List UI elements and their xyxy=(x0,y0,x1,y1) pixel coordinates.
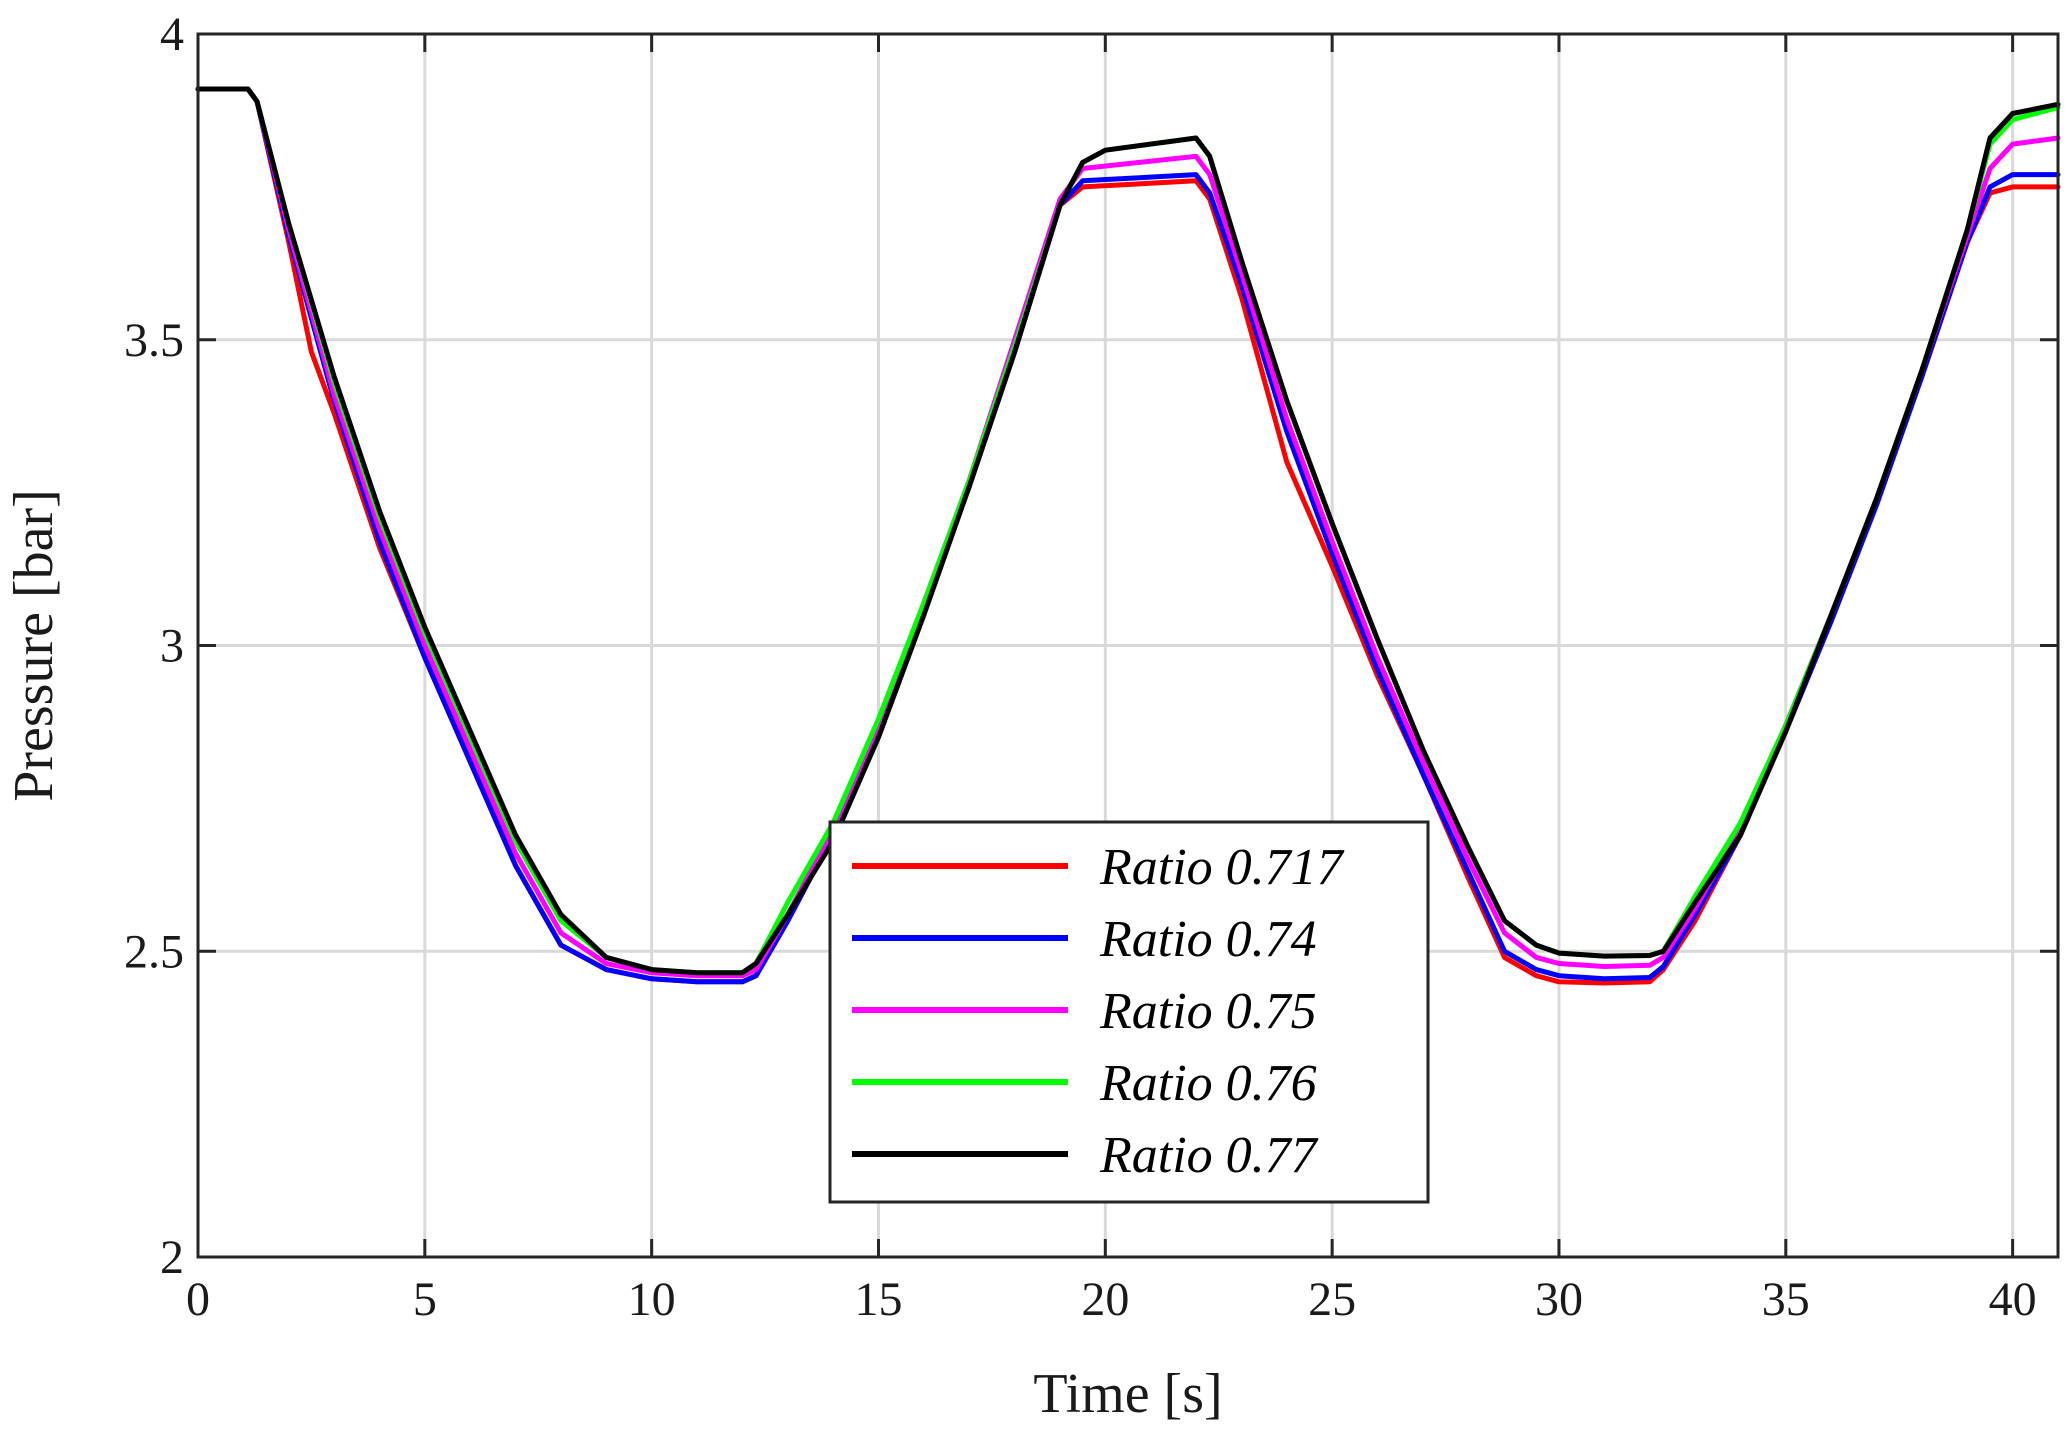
y-tick-label: 2.5 xyxy=(124,925,184,978)
y-tick-label: 4 xyxy=(160,8,184,61)
legend: Ratio 0.717 Ratio 0.74 Ratio 0.75 Ratio 0.7… xyxy=(828,820,1430,1204)
x-tick-label: 30 xyxy=(1535,1273,1583,1326)
series-line xyxy=(195,86,2061,976)
legend-label: Ratio 0.74 xyxy=(1099,911,1317,968)
x-tick-label: 15 xyxy=(854,1273,902,1326)
x-tick-label: 5 xyxy=(413,1273,437,1326)
y-tick-label: 3.5 xyxy=(124,314,184,367)
legend-label: Ratio 0.77 xyxy=(1099,1127,1319,1184)
x-tick-label: 10 xyxy=(628,1273,676,1326)
x-tick-label: 40 xyxy=(1989,1273,2037,1326)
y-tick-label: 2 xyxy=(160,1231,184,1284)
x-tick-label: 35 xyxy=(1762,1273,1810,1326)
y-tick-label: 3 xyxy=(160,620,184,673)
x-tick-label: 0 xyxy=(186,1273,210,1326)
legend-label: Ratio 0.717 xyxy=(1099,839,1345,896)
axis-ticks: 0 5 10 15 20 25 30 35 40 2 2.5 3 3.5 4 xyxy=(124,8,2058,1326)
legend-label: Ratio 0.76 xyxy=(1099,1055,1317,1112)
x-tick-label: 20 xyxy=(1081,1273,1129,1326)
y-axis-title: Pressure [bar] xyxy=(3,489,65,802)
legend-label: Ratio 0.75 xyxy=(1099,983,1317,1040)
x-tick-label: 25 xyxy=(1308,1273,1356,1326)
x-axis-title: Time [s] xyxy=(1033,1363,1222,1425)
series-lines xyxy=(195,86,2061,986)
